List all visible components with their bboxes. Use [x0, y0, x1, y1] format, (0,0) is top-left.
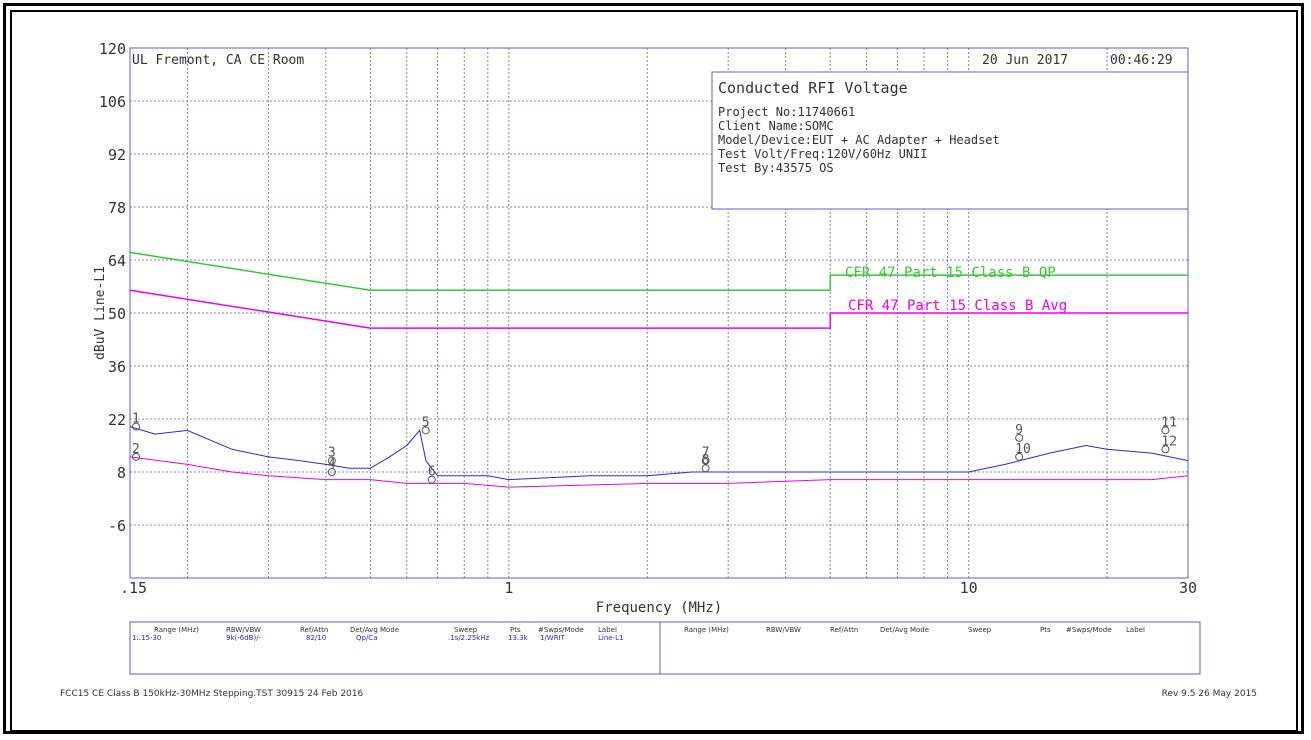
settings-cell: Qp/Ca: [356, 634, 378, 642]
settings-cell: 82/10: [306, 634, 326, 642]
marker-label: 1: [132, 412, 140, 427]
y-tick-label: 106: [99, 93, 126, 111]
settings-cell: 13.3k: [508, 634, 529, 642]
x-tick-label: 10: [960, 579, 978, 597]
marker-point: [132, 452, 140, 461]
settings-header: Det/Avg Mode: [880, 626, 929, 634]
y-tick-label: 120: [99, 40, 126, 58]
y-tick-label: 78: [108, 199, 126, 217]
x-axis-label: Frequency (MHz): [596, 600, 722, 616]
settings-header: Pts: [1040, 626, 1051, 634]
info-line: Test By:43575 OS: [718, 161, 834, 175]
info-line: Test Volt/Freq:120V/60Hz UNII: [718, 147, 928, 161]
date-label: 20 Jun 2017: [982, 53, 1068, 68]
y-tick-label: 8: [117, 464, 126, 482]
marker-label: 6: [428, 465, 436, 480]
marker-point: [327, 468, 336, 476]
settings-header: #Swps/Mode: [1066, 626, 1112, 634]
y-tick-label: 50: [108, 305, 126, 323]
marker-label: 11: [1161, 415, 1177, 430]
marker-label: 5: [422, 415, 430, 430]
marker-point: [132, 422, 140, 431]
settings-header: Range (MHz): [154, 626, 199, 634]
settings-header: Sweep: [968, 626, 992, 634]
x-tick-label: 30: [1179, 579, 1197, 597]
info-line: Project No:11740661: [718, 105, 855, 119]
info-box: [711, 71, 1189, 210]
x-ticks: .15 1 10 30: [120, 579, 1197, 597]
limit-line: [129, 251, 1188, 292]
settings-cell: .1s/2.25kHz: [448, 634, 490, 642]
marker-point: [1015, 433, 1024, 442]
settings-header: RBW/VBW: [766, 626, 801, 634]
marker-point: [701, 456, 710, 465]
series-line: [129, 426, 1189, 481]
time-label: 00:46:29: [1110, 53, 1173, 68]
settings-cell: 1:.15-30: [132, 634, 161, 642]
settings-header: Det/Avg Mode: [350, 626, 399, 634]
y-tick-label: 92: [108, 146, 126, 164]
info-line: Client Name:SOMC: [718, 119, 834, 133]
inner-frame: [10, 10, 1298, 732]
marker-label: 10: [1015, 442, 1031, 457]
marker-point: [1015, 452, 1024, 461]
settings-cell: 1/WRIT: [540, 634, 566, 642]
marker-point: [701, 464, 710, 473]
settings-header: Ref/Attn: [830, 626, 858, 634]
settings-header: Label: [1126, 626, 1145, 634]
avg-limit-label: CFR 47 Part 15 Class B Avg: [848, 298, 1067, 314]
marker-point: [1161, 445, 1170, 454]
site-label: UL Fremont, CA CE Room: [132, 53, 304, 68]
marker-label: 8: [702, 453, 710, 468]
y-tick-label: 64: [108, 252, 126, 270]
info-line: Model/Device:EUT + AC Adapter + Headset: [718, 133, 1000, 147]
marker-label: 12: [1161, 434, 1177, 449]
marker-point: [1161, 426, 1170, 435]
y-tick-label: 22: [108, 411, 126, 429]
series-traces: [129, 426, 1189, 488]
settings-header: Label: [598, 626, 617, 634]
settings-header: Sweep: [454, 626, 478, 634]
marker-label: 4: [328, 457, 336, 472]
settings-header: RBW/VBW: [226, 626, 261, 634]
footer-left: FCC15 CE Class B 150kHz-30MHz Stepping.T…: [60, 689, 363, 699]
marker-label: 7: [702, 446, 710, 461]
marker-point: [327, 456, 336, 465]
marker-label: 9: [1015, 423, 1023, 438]
settings-cell: Line-L1: [598, 634, 623, 642]
marker-point: [427, 475, 436, 484]
info-title: Conducted RFI Voltage: [718, 79, 908, 97]
limit-lines: [129, 251, 1188, 329]
settings-header: #Swps/Mode: [538, 626, 584, 634]
limit-line: [129, 289, 1188, 329]
marker-label: 3: [328, 446, 336, 461]
x-tick-label: 1: [504, 579, 513, 597]
settings-header: Ref/Attn: [300, 626, 328, 634]
settings-header: Pts: [510, 626, 521, 634]
marker-point: [421, 426, 430, 435]
footer-right: Rev 9.5 26 May 2015: [1162, 689, 1257, 699]
settings-table: [129, 621, 1201, 675]
settings-cell: 9k(-6dB)/-: [226, 634, 262, 642]
outer-frame: [3, 3, 1304, 734]
y-axis-label: dBuV Line-L1: [93, 266, 108, 360]
marker-label: 2: [132, 442, 140, 457]
settings-header: Range (MHz): [684, 626, 729, 634]
qp-limit-label: CFR 47 Part 15 Class B QP: [845, 265, 1056, 281]
series-line: [129, 456, 1189, 488]
y-tick-label: 36: [108, 358, 126, 376]
y-tick-label: -6: [108, 517, 126, 535]
x-tick-label: .15: [120, 579, 147, 597]
y-ticks: 120 106 92 78 64 50 36 22 8 -6: [99, 40, 126, 535]
